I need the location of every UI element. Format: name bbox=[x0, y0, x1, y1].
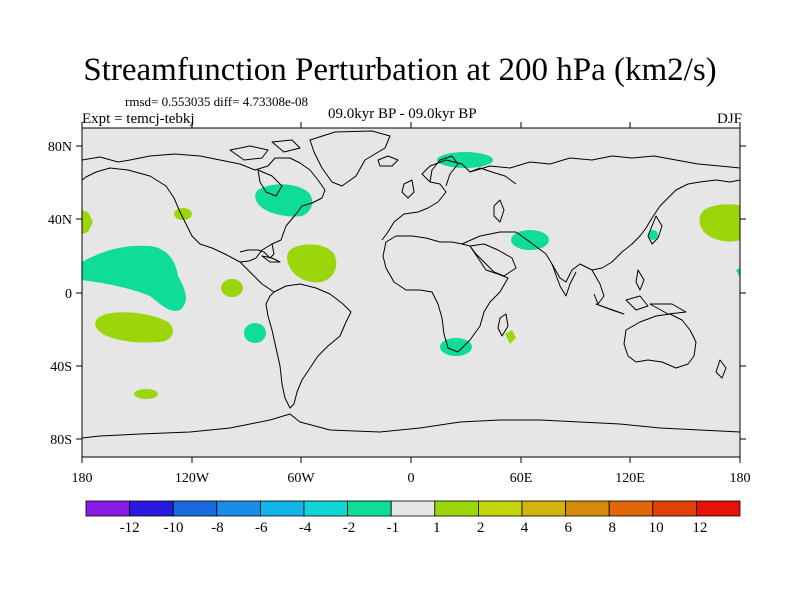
colorbar-label: -12 bbox=[120, 520, 140, 536]
colorbar-cell bbox=[696, 500, 741, 517]
coast-australia bbox=[623, 313, 697, 369]
colorbar-label: 8 bbox=[608, 520, 616, 536]
coast-central-america bbox=[239, 261, 275, 293]
colorbar-label: -2 bbox=[343, 520, 356, 536]
lat-label: 40N bbox=[48, 213, 72, 228]
latitude-axis bbox=[76, 145, 746, 440]
anomaly-positive bbox=[699, 204, 740, 242]
lon-label: 60W bbox=[287, 471, 315, 486]
colorbar-label: 1 bbox=[433, 520, 441, 536]
lat-label: 40S bbox=[50, 360, 72, 375]
period-label: 09.0kyr BP - 09.0kyr BP bbox=[328, 106, 477, 122]
coast-india bbox=[551, 263, 577, 297]
colorbar-cell bbox=[390, 500, 436, 517]
colorbar-label: -8 bbox=[211, 520, 224, 536]
map-title: Streamfunction Perturbation at 200 hPa (… bbox=[83, 52, 717, 88]
colorbar-label: 4 bbox=[521, 520, 529, 536]
anomaly-negative bbox=[244, 323, 266, 343]
colorbar bbox=[85, 500, 741, 517]
lon-label: 120W bbox=[175, 471, 210, 486]
colorbar-label: 10 bbox=[649, 520, 664, 536]
anomaly-positive bbox=[505, 330, 516, 344]
coast-philippines bbox=[635, 269, 645, 291]
coast-indochina bbox=[591, 269, 605, 305]
lat-label: 0 bbox=[65, 287, 72, 302]
colorbar-label: -4 bbox=[299, 520, 312, 536]
lat-label: 80N bbox=[48, 140, 72, 155]
coast-new-zealand bbox=[715, 359, 727, 379]
anomaly-negative bbox=[255, 184, 313, 217]
colorbar-label: 2 bbox=[477, 520, 485, 536]
colorbar-cell bbox=[85, 500, 130, 517]
coast-south-america bbox=[265, 283, 352, 409]
coast-japan bbox=[647, 215, 663, 245]
lon-label: 60E bbox=[510, 471, 533, 486]
colorbar-cell bbox=[347, 500, 392, 517]
coast-hudson-bay bbox=[257, 169, 283, 197]
anomaly-negative bbox=[440, 338, 472, 356]
coast-asia bbox=[461, 179, 740, 283]
map-background bbox=[82, 128, 740, 457]
coast-arctic-islands bbox=[229, 139, 301, 161]
anomaly-positive bbox=[95, 312, 173, 343]
anomaly-positive bbox=[287, 244, 337, 283]
coast-africa bbox=[382, 235, 509, 353]
stats-label: rmsd= 0.553035 diff= 4.73308e-08 bbox=[125, 94, 309, 109]
coast-north-america bbox=[82, 153, 326, 263]
colorbar-cell bbox=[565, 500, 610, 517]
anomaly-positive bbox=[82, 210, 93, 234]
coast-siberia bbox=[469, 155, 740, 173]
coast-britain bbox=[401, 179, 415, 199]
season-label: DJF bbox=[716, 111, 742, 127]
coast-gulf bbox=[239, 243, 275, 259]
coast-indonesia bbox=[595, 295, 687, 315]
colorbar-cell bbox=[172, 500, 218, 517]
colorbar-labels: -12 -10 -8 -6 -4 -2 -1 1 2 4 6 8 10 12 bbox=[120, 520, 708, 536]
lat-label: 80S bbox=[50, 433, 72, 448]
colorbar-cell bbox=[434, 500, 479, 517]
lon-label: 120E bbox=[615, 471, 645, 486]
coast-scandinavia bbox=[429, 155, 459, 187]
coast-greenland bbox=[309, 130, 391, 187]
colorbar-label: -10 bbox=[164, 520, 184, 536]
coastlines bbox=[82, 130, 740, 439]
colorbar-label: -6 bbox=[255, 520, 268, 536]
colorbar-cell bbox=[303, 500, 348, 517]
coast-cuba bbox=[261, 255, 281, 263]
coast-arabia bbox=[469, 243, 517, 277]
colorbar-cell bbox=[129, 500, 174, 517]
lon-label: 180 bbox=[72, 471, 93, 486]
colorbar-label: -1 bbox=[387, 520, 400, 536]
colorbar-cell bbox=[216, 500, 261, 517]
lon-label: 180 bbox=[730, 471, 751, 486]
coast-madagascar bbox=[497, 313, 509, 337]
experiment-label: Expt = temcj-tebkj bbox=[82, 111, 195, 127]
anomaly-positive bbox=[134, 389, 158, 399]
colorbar-label: 6 bbox=[565, 520, 573, 536]
coast-iceland bbox=[377, 155, 399, 167]
anomaly-negative bbox=[648, 230, 658, 240]
coast-caspian bbox=[493, 199, 505, 223]
longitude-axis bbox=[81, 122, 741, 463]
colorbar-label: 12 bbox=[692, 520, 707, 536]
anomaly-positive bbox=[221, 279, 243, 297]
colorbar-cell bbox=[477, 500, 523, 517]
colorbar-cell bbox=[259, 500, 305, 517]
colorbar-cell bbox=[521, 500, 566, 517]
coast-antarctica bbox=[82, 413, 740, 439]
anomaly-negative bbox=[82, 245, 186, 311]
anomaly-positive bbox=[174, 208, 192, 220]
lon-label: 0 bbox=[408, 471, 415, 486]
colorbar-cell bbox=[608, 500, 654, 517]
anomaly-negative bbox=[736, 268, 740, 278]
colorbar-cell bbox=[652, 500, 697, 517]
